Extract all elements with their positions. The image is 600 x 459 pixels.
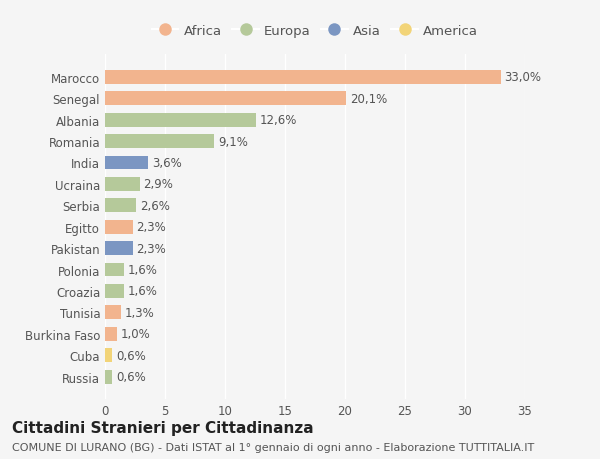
Bar bbox=[105, 327, 117, 341]
Bar bbox=[105, 92, 346, 106]
Text: 12,6%: 12,6% bbox=[260, 114, 297, 127]
Bar bbox=[105, 370, 112, 384]
Text: 1,6%: 1,6% bbox=[128, 263, 158, 276]
Bar bbox=[105, 178, 140, 191]
Bar bbox=[105, 348, 112, 362]
Text: 1,0%: 1,0% bbox=[121, 328, 151, 341]
Text: 2,6%: 2,6% bbox=[140, 199, 170, 213]
Text: COMUNE DI LURANO (BG) - Dati ISTAT al 1° gennaio di ogni anno - Elaborazione TUT: COMUNE DI LURANO (BG) - Dati ISTAT al 1°… bbox=[12, 442, 534, 452]
Text: 2,3%: 2,3% bbox=[136, 221, 166, 234]
Text: 3,6%: 3,6% bbox=[152, 157, 182, 170]
Legend: Africa, Europa, Asia, America: Africa, Europa, Asia, America bbox=[148, 21, 482, 42]
Bar bbox=[105, 220, 133, 234]
Bar bbox=[105, 199, 136, 213]
Text: 2,9%: 2,9% bbox=[143, 178, 173, 191]
Text: Cittadini Stranieri per Cittadinanza: Cittadini Stranieri per Cittadinanza bbox=[12, 420, 314, 435]
Text: 2,3%: 2,3% bbox=[136, 242, 166, 255]
Text: 9,1%: 9,1% bbox=[218, 135, 248, 148]
Text: 1,6%: 1,6% bbox=[128, 285, 158, 298]
Bar bbox=[105, 306, 121, 319]
Bar bbox=[105, 113, 256, 127]
Text: 33,0%: 33,0% bbox=[505, 71, 542, 84]
Bar bbox=[105, 135, 214, 149]
Bar bbox=[105, 241, 133, 256]
Text: 20,1%: 20,1% bbox=[350, 93, 387, 106]
Bar bbox=[105, 71, 501, 84]
Text: 0,6%: 0,6% bbox=[116, 349, 146, 362]
Bar bbox=[105, 156, 148, 170]
Bar bbox=[105, 263, 124, 277]
Text: 0,6%: 0,6% bbox=[116, 370, 146, 383]
Text: 1,3%: 1,3% bbox=[124, 306, 154, 319]
Bar bbox=[105, 284, 124, 298]
